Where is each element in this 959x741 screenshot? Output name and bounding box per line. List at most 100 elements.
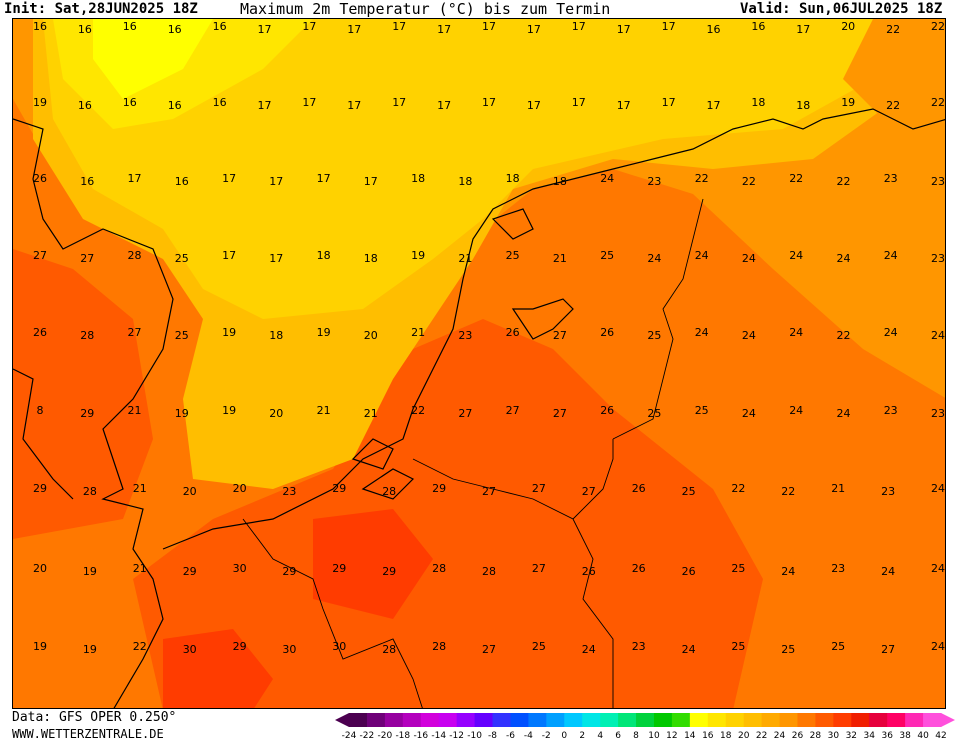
temperature-value: 18 xyxy=(269,329,283,342)
temperature-value: 16 xyxy=(168,99,182,112)
temperature-value: 29 xyxy=(33,482,47,495)
temperature-value: 17 xyxy=(347,23,361,36)
temperature-value: 21 xyxy=(128,404,142,417)
legend-tick-label: 12 xyxy=(666,731,677,741)
temperature-value: 21 xyxy=(133,482,147,495)
temperature-value: 22 xyxy=(837,175,851,188)
temperature-value: 17 xyxy=(222,249,236,262)
legend-color-bin xyxy=(492,713,511,727)
temperature-value: 24 xyxy=(695,326,709,339)
field-14-band xyxy=(93,19,213,99)
legend-color-bin xyxy=(349,713,368,727)
legend-tick-label: 0 xyxy=(561,731,567,741)
temperature-value: 25 xyxy=(647,329,661,342)
temperature-value: 19 xyxy=(83,643,97,656)
temperature-value: 23 xyxy=(282,485,296,498)
legend-color-bin xyxy=(887,713,906,727)
temperature-value: 24 xyxy=(647,252,661,265)
field-28-band xyxy=(133,319,763,708)
temperature-value: 28 xyxy=(482,565,496,578)
temperature-value: 26 xyxy=(600,404,614,417)
temperature-value: 16 xyxy=(751,20,765,33)
map-canvas: 16 16 16 16 16 17 17 17 17 17 17 17 17 17 17 16 16 17 20 22… xyxy=(13,19,945,708)
legend-color-bin xyxy=(653,713,673,727)
legend-color-bin xyxy=(402,713,422,727)
temperature-value: 17 xyxy=(392,96,406,109)
temperature-value: 19 xyxy=(317,326,331,339)
temperature-value: 25 xyxy=(506,249,520,262)
temperature-value: 28 xyxy=(128,249,142,262)
temperature-value: 25 xyxy=(695,404,709,417)
field-west-28-band xyxy=(13,249,153,539)
legend-tick-label: -8 xyxy=(488,731,497,741)
temperature-value: 22 xyxy=(931,96,945,109)
temperature-value: 24 xyxy=(884,326,898,339)
temperature-value: 17 xyxy=(482,96,496,109)
temperature-value: 17 xyxy=(527,23,541,36)
temperature-map[interactable]: 16 16 16 16 16 17 17 17 17 17 17 17 17 17 17 16 16 17 20 22… xyxy=(12,18,946,709)
field-east-22 xyxy=(843,19,945,139)
temperature-value: 24 xyxy=(837,252,851,265)
legend-tick-label: -2 xyxy=(542,731,551,741)
legend-color-bin xyxy=(707,713,727,727)
legend-ticks: -24 -22 -20 -18 -16 -14 -12 -10 -8 -6 -4 -2 0 2 4 6 8 10 1… xyxy=(342,731,947,741)
temperature-value: 16 xyxy=(78,23,92,36)
temperature-value: 23 xyxy=(647,175,661,188)
temperature-value: 24 xyxy=(789,249,803,262)
temperature-value: 29 xyxy=(233,640,247,653)
temperature-value: 18 xyxy=(796,99,810,112)
legend-color-bin xyxy=(384,713,404,727)
temperature-value: 17 xyxy=(437,23,451,36)
field-30-spot-south xyxy=(163,629,273,708)
temperature-value: 19 xyxy=(841,96,855,109)
temperature-value: 23 xyxy=(831,562,845,575)
temperature-value: 19 xyxy=(222,326,236,339)
temperature-value: 28 xyxy=(382,643,396,656)
legend-color-bin xyxy=(474,713,494,727)
temperature-value: 16 xyxy=(175,175,189,188)
temperature-value: 16 xyxy=(213,20,227,33)
field-18-band xyxy=(43,19,945,319)
temperature-value: 29 xyxy=(432,482,446,495)
temperature-value: 27 xyxy=(506,404,520,417)
temperature-value: 24 xyxy=(931,640,945,653)
temperature-value: 18 xyxy=(317,249,331,262)
temperature-value: 25 xyxy=(781,643,795,656)
temperature-value: 17 xyxy=(572,96,586,109)
legend-tick-label: 8 xyxy=(633,731,639,741)
legend-tick-label: 20 xyxy=(738,731,750,741)
temperature-value: 21 xyxy=(831,482,845,495)
temperature-value: 18 xyxy=(458,175,472,188)
temperature-value: 26 xyxy=(582,565,596,578)
temperature-value: 17 xyxy=(222,172,236,185)
temperature-value: 25 xyxy=(682,485,696,498)
legend-color-bin xyxy=(833,713,852,727)
temperature-value: 24 xyxy=(881,565,895,578)
legend-tick-label: 4 xyxy=(597,731,603,741)
temperature-value: 24 xyxy=(682,643,696,656)
legend-color-bin xyxy=(546,713,565,727)
temperature-labels: 16 16 16 16 16 17 17 17 17 17 17 17 17 17 17 16 16 17 20 22… xyxy=(33,20,945,656)
legend-tick-label: -4 xyxy=(524,731,533,741)
temperature-value: 17 xyxy=(572,20,586,33)
legend-tick-label: 22 xyxy=(756,731,767,741)
temperature-value: 24 xyxy=(781,565,795,578)
legend-color-bin xyxy=(779,713,798,727)
legend-tick-label: -10 xyxy=(467,731,482,741)
temperature-value: 25 xyxy=(647,407,661,420)
temperature-value: 24 xyxy=(742,407,756,420)
temperature-value: 17 xyxy=(617,23,631,36)
legend-color-bin xyxy=(743,713,763,727)
legend-tick-label: -12 xyxy=(449,731,464,741)
temperature-value: 28 xyxy=(80,329,94,342)
temperature-value: 24 xyxy=(742,252,756,265)
temperature-value: 23 xyxy=(931,252,945,265)
borders xyxy=(242,198,704,708)
website-link[interactable]: WWW.WETTERZENTRALE.DE xyxy=(12,727,164,741)
temperature-value: 17 xyxy=(347,99,361,112)
temperature-value: 19 xyxy=(222,404,236,417)
legend-tick-label: 14 xyxy=(684,731,696,741)
legend-color-bin xyxy=(636,713,655,727)
temperature-value: 26 xyxy=(506,326,520,339)
temperature-value: 25 xyxy=(731,640,745,653)
